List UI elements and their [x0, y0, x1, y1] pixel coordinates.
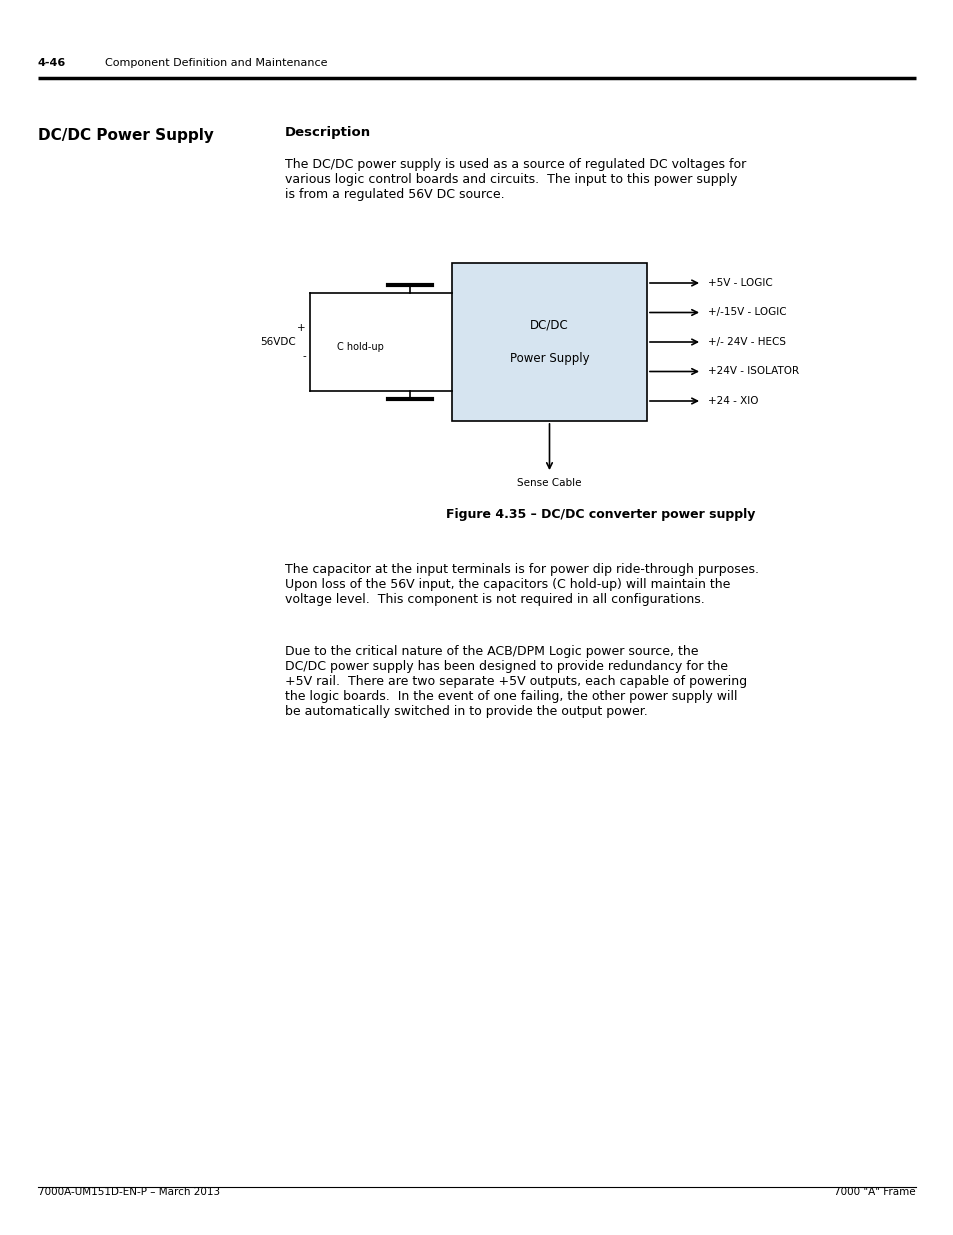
Text: 7000A-UM151D-EN-P – March 2013: 7000A-UM151D-EN-P – March 2013 [38, 1187, 220, 1197]
Text: Component Definition and Maintenance: Component Definition and Maintenance [105, 58, 327, 68]
Text: +/-15V - LOGIC: +/-15V - LOGIC [707, 308, 786, 317]
Text: Figure 4.35 – DC/DC converter power supply: Figure 4.35 – DC/DC converter power supp… [445, 508, 755, 521]
Text: C hold-up: C hold-up [336, 342, 383, 352]
Text: Sense Cable: Sense Cable [517, 478, 581, 488]
Text: Due to the critical nature of the ACB/DPM Logic power source, the
DC/DC power su: Due to the critical nature of the ACB/DP… [285, 645, 746, 718]
Text: 4-46: 4-46 [38, 58, 66, 68]
Bar [452, 263, 646, 421]
Text: +/- 24V - HECS: +/- 24V - HECS [707, 337, 785, 347]
Text: DC/DC: DC/DC [530, 319, 568, 332]
Text: Description: Description [285, 126, 371, 140]
Text: -: - [302, 351, 306, 361]
Text: +24V - ISOLATOR: +24V - ISOLATOR [707, 367, 799, 377]
Text: +: + [297, 324, 306, 333]
Text: The DC/DC power supply is used as a source of regulated DC voltages for
various : The DC/DC power supply is used as a sour… [285, 158, 745, 201]
Text: 7000 "A" Frame: 7000 "A" Frame [834, 1187, 915, 1197]
Text: Power Supply: Power Supply [509, 352, 589, 366]
Text: +5V - LOGIC: +5V - LOGIC [707, 278, 772, 288]
Text: +24 - XIO: +24 - XIO [707, 396, 758, 406]
Text: DC/DC Power Supply: DC/DC Power Supply [38, 128, 213, 143]
Text: The capacitor at the input terminals is for power dip ride-through purposes.
Upo: The capacitor at the input terminals is … [285, 563, 759, 606]
Text: 56VDC: 56VDC [260, 337, 295, 347]
